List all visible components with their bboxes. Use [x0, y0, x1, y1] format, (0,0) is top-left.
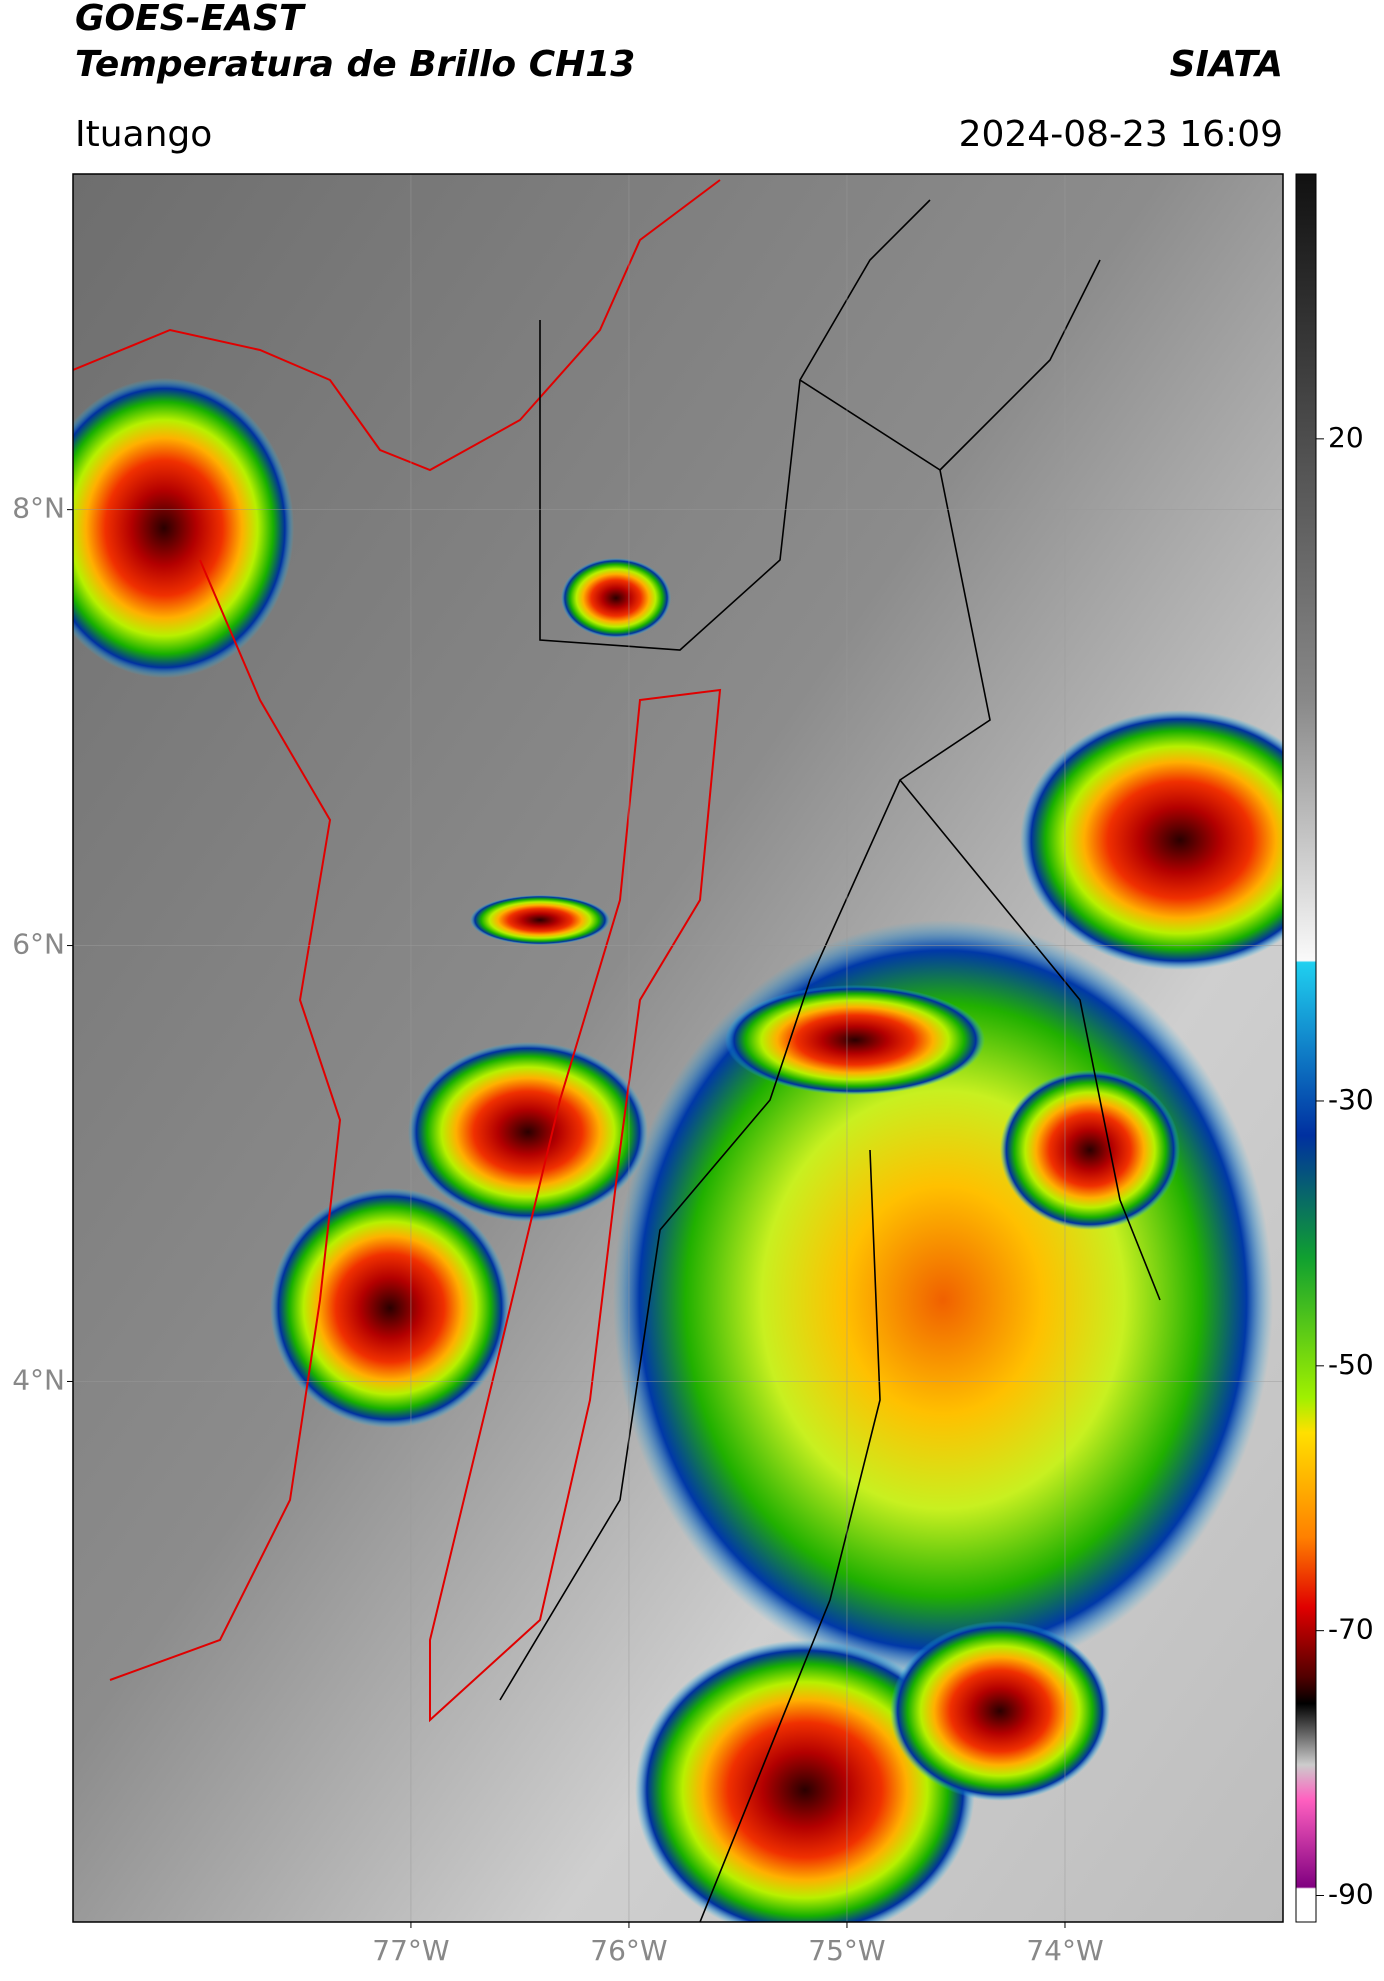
lon-tick-label: 77°W: [372, 1934, 449, 1967]
lon-tick-label: 74°W: [1026, 1934, 1103, 1967]
datetime: 2024-08-23 16:09: [959, 114, 1283, 155]
title: GOES-EAST: [75, 0, 306, 39]
subtitle: Temperatura de Brillo CH13: [75, 44, 635, 85]
satellite-image: [73, 174, 1283, 1922]
colorbar-tick-label: -50: [1328, 1348, 1374, 1381]
location: Ituango: [75, 114, 212, 155]
lat-tick-label: 8°N: [12, 492, 65, 525]
colorbar-tick-label: 20: [1328, 421, 1364, 454]
colorbar-tick-label: -90: [1328, 1878, 1374, 1911]
lat-tick-label: 6°N: [12, 928, 65, 961]
lon-tick-label: 75°W: [808, 1934, 885, 1967]
colorbar-tick-label: -70: [1328, 1613, 1374, 1646]
map-frame: [72, 173, 1284, 1923]
colorbar-tick-label: -30: [1328, 1083, 1374, 1116]
lon-tick-label: 76°W: [590, 1934, 667, 1967]
colorbar: [1295, 173, 1317, 1923]
lat-tick-label: 4°N: [12, 1363, 65, 1396]
graticule: [73, 174, 1283, 1922]
brand: SIATA: [1170, 44, 1283, 85]
